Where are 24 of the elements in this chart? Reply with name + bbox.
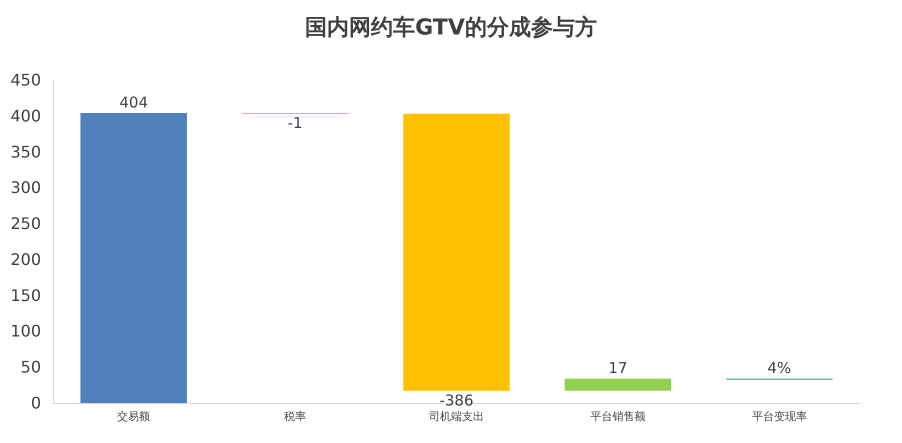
bar [403, 114, 510, 391]
data-label: -1 [288, 114, 303, 132]
x-tick-label: 交易额 [117, 410, 150, 423]
y-tick-label: 50 [20, 358, 41, 377]
data-label: 17 [608, 359, 628, 378]
x-tick-label: 平台变现率 [752, 410, 807, 423]
y-tick-label: 300 [10, 178, 41, 198]
y-tick-label: 100 [10, 322, 41, 341]
y-tick-label: 0 [30, 394, 41, 412]
y-tick-label: 200 [10, 250, 41, 269]
bar [80, 113, 187, 403]
data-label: 404 [119, 94, 148, 112]
data-label: -386 [439, 391, 474, 410]
y-tick-label: 250 [10, 214, 41, 234]
x-tick-label: 平台销售额 [590, 410, 646, 423]
y-tick-label: 450 [10, 70, 41, 90]
bar [564, 378, 672, 391]
x-tick-label: 司机端支出 [429, 410, 484, 423]
x-tick-label: 税率 [284, 410, 306, 423]
y-tick-label: 350 [10, 142, 41, 162]
y-tick-label: 150 [10, 286, 41, 305]
data-label: 4% [767, 359, 792, 378]
y-tick-label: 400 [10, 106, 41, 126]
chart-title: 国内网约车GTV的分成参与方 [305, 14, 597, 40]
